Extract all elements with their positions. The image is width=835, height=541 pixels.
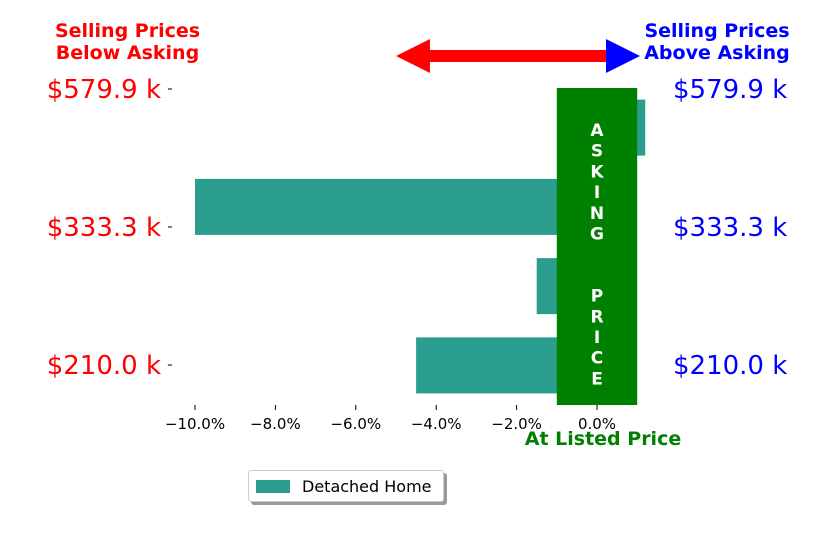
band-letter: C <box>591 349 603 369</box>
direction-arrow-icon <box>396 39 640 73</box>
band-letter: I <box>594 183 600 203</box>
band-letter: K <box>590 162 604 182</box>
band-letter: G <box>590 225 604 245</box>
band-letter: N <box>590 204 604 224</box>
x-tick-label: 0.0% <box>578 415 616 433</box>
asking-price-band <box>556 88 638 405</box>
legend-swatch <box>256 479 290 493</box>
y-tick-label-right: $333.3 k <box>673 213 787 243</box>
y-tick-label-left: $579.9 k <box>47 75 161 105</box>
x-tick-label: −6.0% <box>330 415 381 433</box>
x-tick-label: −8.0% <box>250 415 301 433</box>
band-letter: I <box>594 328 600 348</box>
bar <box>195 178 597 235</box>
band-letter: A <box>590 121 604 141</box>
y-tick-label-right: $579.9 k <box>673 75 787 105</box>
y-tick-label-left: $333.3 k <box>47 213 161 243</box>
x-axis-label: At Listed Price <box>525 428 681 450</box>
y-tick-label-right: $210.0 k <box>673 351 787 381</box>
x-tick-label: −4.0% <box>411 415 462 433</box>
band-letter: R <box>590 307 603 327</box>
band-letter: P <box>591 287 603 307</box>
band-letter: S <box>591 142 603 162</box>
legend-label: Detached Home <box>302 476 432 496</box>
arrow-right-head <box>606 39 640 73</box>
x-tick-label: −10.0% <box>165 415 225 433</box>
above-asking-label: Selling Prices Above Asking <box>644 20 790 64</box>
arrow-shaft <box>428 50 608 62</box>
y-tick-label-left: $210.0 k <box>47 351 161 381</box>
legend: Detached Home <box>248 470 444 502</box>
x-tick-label: −2.0% <box>491 415 542 433</box>
below-asking-label: Selling Prices Below Asking <box>54 20 201 64</box>
band-letter: E <box>591 369 603 389</box>
arrow-left-head <box>396 39 430 73</box>
